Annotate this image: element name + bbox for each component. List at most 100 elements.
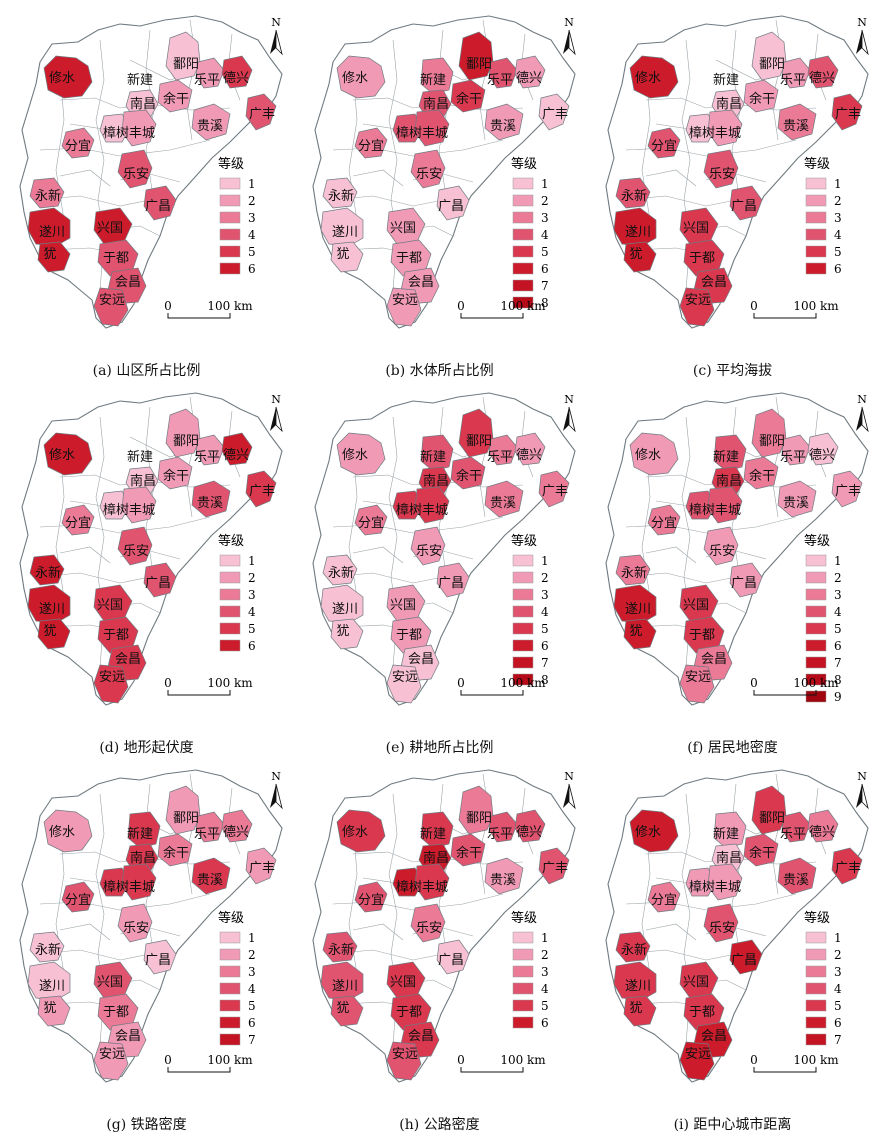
svg-text:100 km: 100 km xyxy=(500,676,546,690)
place-label: 鄱阳 xyxy=(759,811,785,826)
place-label: 广丰 xyxy=(542,107,568,122)
scale-bar: 0 100 km xyxy=(750,299,839,319)
legend: 等级 1 2 3 4 5 6 7 8 xyxy=(511,156,549,310)
county-region-遂川 xyxy=(27,207,71,247)
legend-label: 4 xyxy=(541,982,549,996)
legend-label: 7 xyxy=(541,656,549,670)
place-label: 安远 xyxy=(392,670,418,685)
place-label: 会昌 xyxy=(115,1029,141,1044)
county-region-广昌 xyxy=(436,939,470,975)
county-region-乐安 xyxy=(117,903,153,943)
county-region-德兴 xyxy=(807,55,839,89)
place-label: 遂川 xyxy=(625,602,651,617)
place-label: 丰城 xyxy=(129,126,155,141)
county-region-贵溪 xyxy=(484,480,524,518)
county-region-广昌 xyxy=(436,185,470,221)
place-label: 会昌 xyxy=(408,1029,434,1044)
place-label: 永新 xyxy=(621,188,647,204)
county-region-新建 xyxy=(713,811,747,849)
county-region-安远 xyxy=(679,664,715,704)
svg-text:N: N xyxy=(857,770,867,783)
place-label: 于都 xyxy=(689,1005,715,1020)
svg-text:100 km: 100 km xyxy=(500,1053,546,1067)
place-label: 新建 xyxy=(713,826,739,842)
place-label: 广丰 xyxy=(542,484,568,499)
legend-label: 4 xyxy=(834,982,842,996)
legend-swatch xyxy=(512,262,534,275)
map-panel: 修水 新建 鄱阳 乐平 德兴 南昌 余干 广丰 樟树 丰城 贵溪 分宜 乐安 永新 广昌 遂川 兴国犹 于都 会昌安… xyxy=(586,377,879,756)
svg-text:N: N xyxy=(564,770,574,783)
place-label: 修水 xyxy=(49,825,75,840)
place-label: 安远 xyxy=(99,293,125,308)
legend-label: 6 xyxy=(834,1016,842,1030)
legend-swatch xyxy=(805,1016,827,1029)
place-label: 新建 xyxy=(127,72,153,88)
county-region-乐平 xyxy=(195,57,225,89)
legend-swatch xyxy=(219,177,241,190)
place-label: 遂川 xyxy=(625,225,651,240)
legend: 等级 1 2 3 4 5 6 7 xyxy=(218,910,256,1047)
legend-swatch xyxy=(805,554,827,567)
place-label: 修水 xyxy=(635,71,661,86)
place-label: 新建 xyxy=(420,826,446,842)
place-label: 永新 xyxy=(35,942,61,958)
place-label: 兴国 xyxy=(683,598,709,613)
county-region-遂川 xyxy=(320,584,364,624)
place-label: 乐平 xyxy=(487,73,513,88)
county-region-广丰 xyxy=(831,93,863,131)
place-label: 于都 xyxy=(396,628,422,643)
place-label: 兴国 xyxy=(683,221,709,236)
legend-swatch xyxy=(512,211,534,224)
map-panel: 修水 新建 鄱阳 乐平 德兴 南昌 余干 广丰 樟树 丰城 贵溪 分宜 乐安 永新 广昌 遂川 兴国犹 于都 会昌安… xyxy=(293,0,586,379)
county-region-永新 xyxy=(29,931,65,963)
place-label: 乐平 xyxy=(780,450,806,465)
place-label: 兴国 xyxy=(390,221,416,236)
legend-swatch xyxy=(805,931,827,944)
panel-caption: (h) 公路密度 xyxy=(399,1117,480,1133)
place-label: 余干 xyxy=(163,845,189,861)
place-label: 分宜 xyxy=(358,893,384,908)
place-label: 鄱阳 xyxy=(466,57,492,72)
svg-text:0: 0 xyxy=(164,676,172,690)
place-label: 鄱阳 xyxy=(173,811,199,826)
place-label: 永新 xyxy=(35,188,61,204)
svg-text:N: N xyxy=(857,393,867,406)
place-label: 余干 xyxy=(749,468,775,484)
place-label: 广昌 xyxy=(731,576,757,591)
place-label: 乐平 xyxy=(780,73,806,88)
place-label: 新建 xyxy=(420,449,446,465)
county-region-遂川 xyxy=(320,207,364,247)
legend-swatch xyxy=(512,639,534,652)
legend-label: 7 xyxy=(541,279,549,293)
legend-swatch xyxy=(512,948,534,961)
scale-bar: 0 100 km xyxy=(457,299,546,319)
county-region-乐安 xyxy=(410,903,446,943)
place-label: 兴国 xyxy=(390,598,416,613)
legend-swatch xyxy=(512,228,534,241)
legend-title: 等级 xyxy=(511,910,537,926)
legend-swatch xyxy=(512,588,534,601)
county-region-永新 xyxy=(322,177,358,209)
place-label: 安远 xyxy=(685,1047,711,1062)
place-label: 广昌 xyxy=(145,199,171,214)
place-label: 犹 xyxy=(336,624,349,639)
panel-caption: (c) 平均海拔 xyxy=(692,363,773,379)
place-label: 樟树 xyxy=(689,126,715,141)
county-region-樟树 xyxy=(685,867,717,897)
place-label: 贵溪 xyxy=(490,496,516,511)
place-label: 余干 xyxy=(163,91,189,107)
county-boundary xyxy=(645,169,697,187)
place-label: 鄱阳 xyxy=(466,811,492,826)
county-region-余干 xyxy=(743,456,779,490)
county-region-永新 xyxy=(615,177,651,209)
county-region-遂川 xyxy=(27,584,71,624)
county-region-新建 xyxy=(713,434,747,472)
scale-bar: 0 100 km xyxy=(164,1053,253,1073)
county-region-修水 xyxy=(629,809,679,853)
county-region-广丰 xyxy=(831,470,863,508)
place-label: 广丰 xyxy=(835,861,861,876)
legend-label: 4 xyxy=(248,228,256,242)
